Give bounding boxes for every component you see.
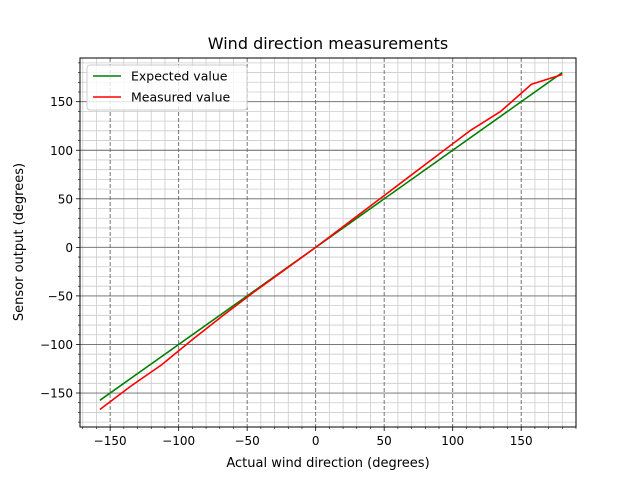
y-tick-label: 150 [50, 95, 73, 109]
x-tick-label: −150 [94, 434, 127, 448]
major-grid [80, 58, 576, 427]
x-tick-label: −50 [234, 434, 259, 448]
y-tick-label: −50 [48, 289, 73, 303]
plot-area-background [80, 58, 576, 427]
plot-frame [79, 57, 577, 428]
x-tick-label: 50 [377, 434, 392, 448]
y-tick-label: 50 [58, 192, 73, 206]
y-tick-label: 100 [50, 144, 73, 158]
x-tick-label: −100 [162, 434, 195, 448]
legend: Expected value Measured value [86, 64, 248, 111]
x-tick-label: 150 [510, 434, 533, 448]
legend-box [86, 64, 248, 111]
x-tick-label: 0 [312, 434, 320, 448]
series-line-measured-value [99, 73, 563, 411]
x-tick-label: 100 [441, 434, 464, 448]
y-tick-label: −100 [40, 338, 73, 352]
series-layer [99, 71, 563, 411]
y-axis-ticks: −150 −100 −50 0 50 100 150 [40, 62, 80, 423]
y-axis-label: Sensor output (degrees) [12, 163, 27, 321]
y-tick-label: −150 [40, 387, 73, 401]
y-tick-label: 0 [65, 241, 73, 255]
x-axis-label: Actual wind direction (degrees) [226, 456, 429, 471]
legend-label-expected: Expected value [131, 69, 228, 84]
chart-title: Wind direction measurements [208, 34, 448, 53]
x-axis-ticks: −150 −100 −50 0 50 100 150 [82, 427, 577, 448]
legend-label-measured: Measured value [131, 90, 230, 105]
